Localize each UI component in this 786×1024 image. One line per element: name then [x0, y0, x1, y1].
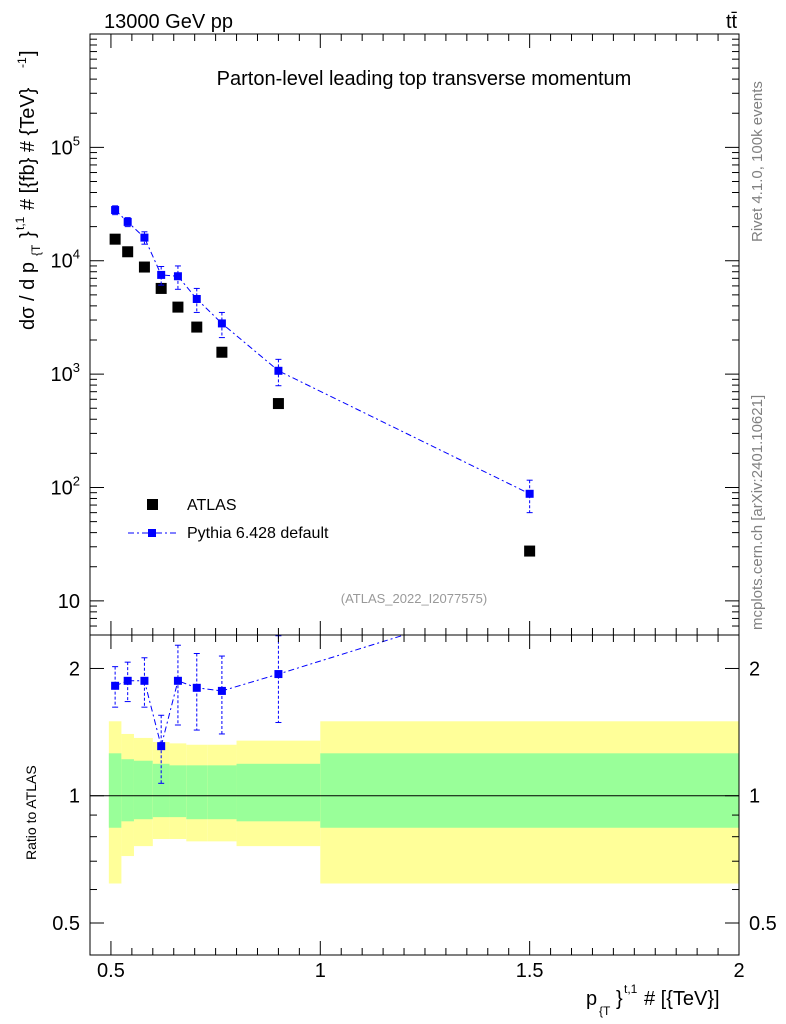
pythia-ratio-point [140, 676, 149, 685]
inner-band-bin [207, 765, 237, 820]
inner-band-bin [121, 759, 134, 822]
pythia-line [114, 209, 530, 495]
pythia-data-point [111, 206, 120, 215]
svg-text:t,1: t,1 [13, 216, 27, 230]
main-marks [109, 205, 536, 557]
legend-marker-pythia [148, 529, 156, 537]
ratio-y-tick-label-right: 2 [749, 658, 760, 680]
main-y-tick-label: 102 [51, 473, 80, 499]
x-tick-label: 2 [733, 960, 744, 982]
atlas-data-point [216, 346, 228, 358]
inner-band-bin [320, 753, 739, 828]
pythia-data-point [157, 270, 166, 279]
pythia-ratio-point [157, 742, 166, 751]
legend-label-pythia: Pythia 6.428 default [187, 525, 329, 542]
pythia-ratio-point [192, 683, 201, 692]
inner-band-bin [152, 763, 170, 818]
pythia-ratio-point [123, 676, 132, 685]
pythia-ratio-point [217, 686, 226, 695]
main-y-tick-label: 105 [51, 133, 80, 159]
svg-text:p: p [586, 988, 597, 1010]
ratio-frame [89, 634, 740, 956]
atlas-data-point [155, 282, 167, 294]
main-frame [89, 33, 740, 636]
svg-text:-1: -1 [15, 57, 29, 68]
main-panel: 10 102 103 104 105 Parton-level leading top … [13, 33, 740, 636]
pythia-ratio-point [173, 676, 182, 685]
ratio-y-tick-label-right: 0.5 [749, 913, 777, 935]
ratio-ylabel: Ratio to ATLAS [23, 765, 39, 860]
atlas-data-point [122, 246, 134, 258]
atlas-data-point [272, 398, 284, 410]
inner-band-bin [186, 765, 208, 820]
legend-marker-atlas [147, 499, 158, 510]
ratio-panel: 0.5 1 1.5 2 0.5 0.5 1 1 2 2 Ratio to ATLAS p {T }… [23, 634, 777, 1018]
main-y-tick-label: 104 [51, 247, 80, 273]
ratio-y-tick-label-left: 2 [69, 658, 80, 680]
atlas-data-point [172, 301, 184, 313]
svg-text:]: ] [17, 50, 39, 56]
x-tick-label: 1.5 [516, 960, 544, 982]
mcplots-label: mcplots.cern.ch [arXiv:2401.10621] [749, 395, 766, 630]
atlas-data-point [109, 233, 121, 245]
atlas-data-point [524, 545, 536, 557]
pythia-data-point [192, 294, 201, 303]
ratio-y-tick-label-left: 1 [69, 786, 80, 808]
pythia-data-point [525, 489, 534, 498]
atlas-data-point [138, 261, 150, 273]
main-axes: 10 102 103 104 105 [51, 34, 740, 635]
pythia-data-point [140, 233, 149, 242]
main-y-tick-label: 10 [58, 591, 80, 613]
svg-text:t,1: t,1 [624, 982, 638, 996]
rivet-version-label: Rivet 4.1.0, 100k events [749, 81, 766, 242]
process-title: tt̄ [726, 11, 738, 33]
x-axis-label: p {T } t,1 # [{TeV}] [586, 982, 720, 1018]
ratio-axes: 0.5 1 1.5 2 0.5 0.5 1 1 2 2 [52, 635, 777, 982]
main-title: Parton-level leading top transverse mome… [217, 68, 632, 90]
pythia-ratio-point [111, 681, 120, 690]
pythia-data-point [217, 319, 226, 328]
inner-band-bin [236, 763, 321, 822]
ratio-marks [90, 634, 739, 884]
legend-label-atlas: ATLAS [187, 497, 237, 514]
inner-band-bin [108, 753, 122, 828]
svg-text:}: } [616, 988, 623, 1010]
svg-text:dσ / d p: dσ / d p [17, 262, 39, 330]
atlas-data-point [191, 321, 203, 333]
svg-text:# [{TeV}]: # [{TeV}] [644, 988, 720, 1010]
pythia-ratio-point [274, 670, 283, 679]
inner-band-bin [169, 765, 187, 818]
legend: ATLAS Pythia 6.428 default [128, 497, 329, 542]
energy-title: 13000 GeV pp [104, 11, 233, 33]
svg-text:{T: {T [599, 1004, 611, 1018]
inner-band-bin [133, 760, 153, 820]
ratio-y-tick-label-left: 0.5 [52, 913, 80, 935]
main-y-tick-label: 103 [51, 360, 80, 386]
svg-text:}: } [17, 231, 39, 238]
x-tick-label: 0.5 [97, 960, 125, 982]
pythia-ratio-line [114, 634, 405, 747]
pythia-data-point [274, 366, 283, 375]
main-ylabel: dσ / d p {T } t,1 # [{fb} # {TeV} -1 ] [13, 50, 43, 330]
svg-text:# [{fb} # {TeV}: # [{fb} # {TeV} [17, 87, 39, 210]
ratio-y-tick-label-right: 1 [749, 786, 760, 808]
svg-text:{T: {T [29, 244, 43, 256]
pythia-data-point [173, 272, 182, 281]
x-tick-label: 1 [315, 960, 326, 982]
analysis-id: (ATLAS_2022_I2077575) [341, 591, 487, 606]
pythia-data-point [123, 217, 132, 226]
